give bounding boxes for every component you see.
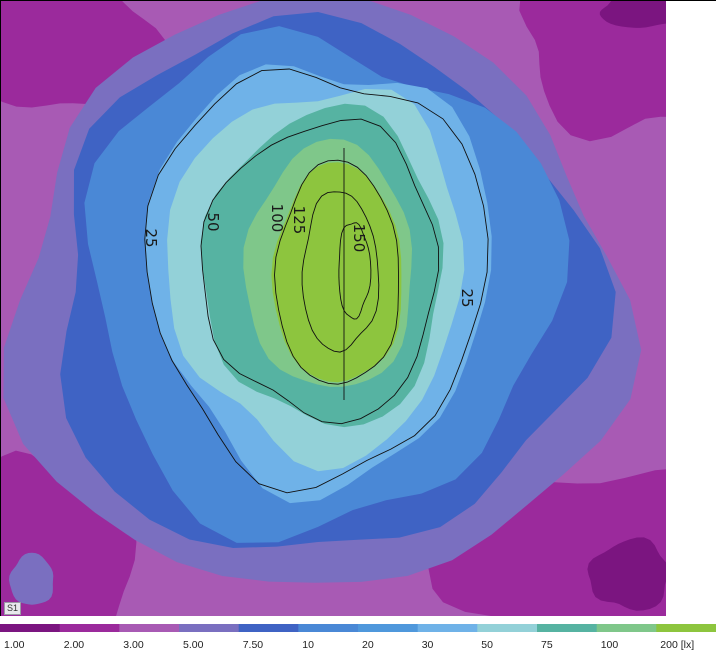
legend-tick-label: 1.00 [4,639,25,651]
illuminance-contour-plot: 25 25 50 100 125 150 [0,0,716,616]
isoline-25 [144,68,489,494]
isoline-50 [200,118,440,425]
isoline-label-25-b: 25 [458,288,476,307]
band-corner-min-top-right [599,0,681,28]
legend-swatch-1 [59,624,120,632]
legend-swatch-0 [0,624,61,632]
color-legend: 1.00 2.00 3.00 5.00 7.50 10 20 30 50 75 100 200 [lx… [0,624,716,651]
legend-tick-label: 5.00 [183,639,204,651]
legend-swatch-2 [119,624,180,632]
isoline-125 [301,191,380,353]
legend-swatch-7 [417,624,478,632]
legend-tick-label: 20 [362,639,374,651]
legend-tick-label: 10 [302,639,314,651]
legend-tick-label: 100 [601,639,619,651]
legend-tick-label: 50 [481,639,493,651]
isoline-label-125: 125 [290,206,308,235]
isoline-labels: 25 25 50 100 125 150 [142,204,476,308]
isolines [144,68,489,494]
band-level-7 [271,162,402,383]
surface-label: S1 [4,602,22,615]
legend-swatch-5 [298,624,359,632]
isoline-label-50: 50 [204,212,222,231]
legend-tick-label: 200 [lx] [660,639,694,651]
legend-swatch-10 [596,624,657,632]
isoline-100 [274,159,399,385]
band-corner-min-bottom-right [587,537,670,611]
isoline-label-150: 150 [350,224,368,253]
legend-tick-label: 30 [422,639,434,651]
isoline-label-100: 100 [268,204,286,233]
band-corner-min-bottom-left [9,552,54,605]
legend-swatch-11 [656,624,716,632]
legend-tick-label: 75 [541,639,553,651]
right-margin [666,0,716,616]
legend-swatch-4 [238,624,299,632]
legend-tick-label: 7.50 [243,639,264,651]
isoline-150 [338,222,372,320]
legend-swatch-6 [358,624,419,632]
contour-bands [0,0,716,616]
legend-tick-label: 3.00 [123,639,144,651]
legend-swatch-3 [179,624,240,632]
legend-swatch-8 [477,624,538,632]
legend-tick-label: 2.00 [64,639,85,651]
isoline-label-25: 25 [142,228,160,247]
legend-swatch-9 [537,624,598,632]
